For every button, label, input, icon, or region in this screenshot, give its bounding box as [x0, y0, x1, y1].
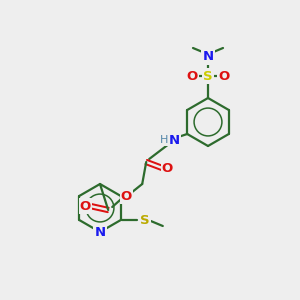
Text: O: O — [121, 190, 132, 202]
Text: N: N — [202, 50, 214, 64]
Text: O: O — [80, 200, 91, 212]
Text: O: O — [186, 70, 198, 83]
Text: O: O — [162, 161, 173, 175]
Text: O: O — [218, 70, 230, 83]
Text: S: S — [140, 214, 150, 226]
Text: N: N — [94, 226, 106, 238]
Text: N: N — [169, 134, 180, 146]
Text: S: S — [203, 70, 213, 83]
Text: H: H — [160, 135, 168, 145]
